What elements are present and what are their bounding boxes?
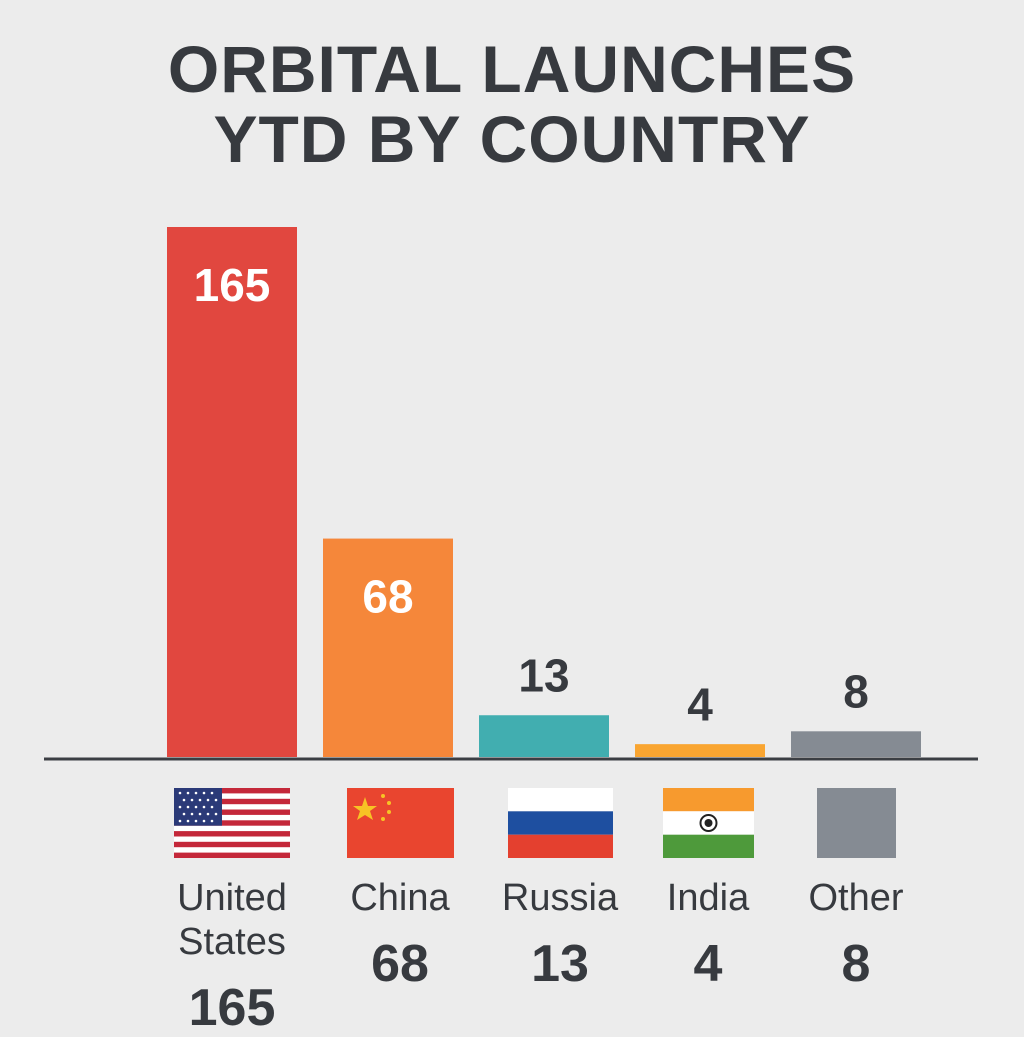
flag bbox=[662, 788, 754, 858]
bar-value-label: 68 bbox=[362, 571, 413, 623]
bar-value-label: 13 bbox=[518, 649, 569, 701]
category-label: United States bbox=[177, 877, 287, 963]
chart-title: ORBITAL LAUNCHES YTD BY COUNTRY bbox=[167, 32, 857, 176]
value-label: 68 bbox=[371, 935, 429, 993]
bar-value-label: 165 bbox=[194, 259, 271, 311]
category: United States 165 bbox=[152, 788, 312, 1036]
category-label: Russia bbox=[501, 877, 619, 919]
value-label: 4 bbox=[693, 935, 723, 993]
bar bbox=[479, 715, 609, 757]
flag bbox=[346, 788, 454, 858]
category: Russia 13 bbox=[480, 788, 640, 992]
category-label: China bbox=[350, 877, 450, 919]
flag bbox=[507, 788, 613, 858]
bar-value-label: 4 bbox=[687, 678, 713, 730]
value-label: 165 bbox=[188, 979, 276, 1037]
category: Other 8 bbox=[776, 788, 936, 992]
bar bbox=[323, 538, 453, 757]
flag bbox=[816, 788, 896, 858]
value-label: 13 bbox=[531, 935, 589, 993]
bar bbox=[167, 227, 297, 757]
category-label: Other bbox=[808, 877, 904, 919]
bar bbox=[791, 731, 921, 757]
value-label: 8 bbox=[841, 935, 871, 993]
bar bbox=[635, 744, 765, 757]
category: China 68 bbox=[320, 788, 480, 992]
category: India 4 bbox=[628, 788, 788, 992]
flag bbox=[174, 788, 290, 858]
category-label: India bbox=[666, 877, 750, 919]
bar-value-label: 8 bbox=[843, 665, 869, 717]
